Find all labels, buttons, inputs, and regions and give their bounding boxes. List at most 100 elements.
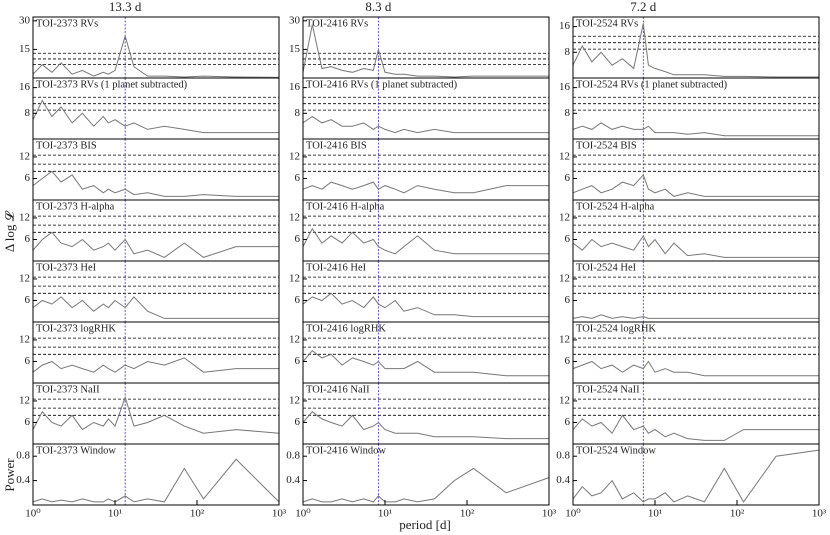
y-tick-label: 12 (559, 394, 570, 406)
y-tick-label: 0.4 (16, 474, 30, 486)
x-tick-label: 10⁰ (565, 508, 581, 520)
panel-title: TOI-2416 NaII (306, 384, 370, 395)
panel-title: TOI-2373 logRHK (36, 323, 116, 334)
panel-title: TOI-2373 RVs (1 planet subtracted) (36, 79, 188, 90)
periodogram-line (572, 449, 820, 503)
periodogram-line (302, 411, 549, 440)
periodogram-line (32, 34, 280, 78)
panel-title: TOI-2373 RVs (36, 18, 98, 29)
y-tick-label: 6 (295, 294, 301, 306)
periodogram-line (572, 122, 819, 137)
y-tick-label: 16 (559, 20, 571, 32)
y-tick-label: 12 (559, 333, 570, 345)
periodogram-line (302, 181, 549, 194)
y-tick-label: 0.4 (286, 474, 300, 486)
periodogram-line (572, 414, 819, 441)
panel-frame (572, 443, 820, 506)
y-tick-label: 6 (25, 294, 31, 306)
y-tick-label: 6 (25, 355, 31, 367)
panel-frame (32, 443, 280, 506)
y-tick-label: 12 (559, 211, 570, 223)
column-label: 8.3 d (365, 0, 392, 14)
y-tick-label: 12 (19, 211, 30, 223)
panel-title: TOI-2416 BIS (306, 140, 367, 151)
y-tick-label: 6 (25, 416, 31, 428)
panel-title: TOI-2373 HeI (36, 262, 97, 273)
x-tick-label: 10¹ (108, 508, 122, 520)
y-tick-label: 8 (565, 46, 571, 58)
y-tick-label: 6 (295, 233, 301, 245)
y-tick-label: 12 (19, 272, 30, 284)
periodogram-line (572, 360, 819, 377)
panel-title: TOI-2416 logRHK (306, 323, 386, 334)
y-tick-label: 12 (289, 150, 300, 162)
periodogram-line (302, 292, 549, 318)
panel-title: TOI-2373 Window (36, 445, 116, 456)
y-axis-label: Δ log 𝓛 (2, 210, 17, 252)
periodogram-line (32, 170, 279, 197)
y-tick-label: 12 (289, 394, 300, 406)
periodogram-line (32, 231, 279, 258)
x-tick-label: 10¹ (378, 508, 392, 520)
x-axis-label: period [d] (399, 517, 451, 532)
panel-title: TOI-2524 H-alpha (576, 201, 655, 212)
y-tick-label: 30 (19, 14, 31, 26)
y-tick-label: 12 (559, 272, 570, 284)
y-tick-label: 0.4 (556, 474, 570, 486)
periodogram-line (302, 350, 549, 377)
panel-title: TOI-2416 RVs (1 planet subtracted) (306, 79, 458, 90)
column-label: 13.3 d (109, 0, 142, 14)
y-tick-label: 30 (289, 14, 301, 26)
periodogram-line (302, 24, 549, 78)
panel-title: TOI-2524 Window (576, 445, 656, 456)
column-label: 7.2 d (630, 0, 657, 14)
panel-title: TOI-2416 Window (306, 445, 386, 456)
periodogram-line (32, 99, 279, 134)
y-tick-label: 8 (25, 107, 31, 119)
y-tick-label: 8 (565, 107, 571, 119)
x-tick-label: 10² (460, 508, 475, 520)
x-tick-label: 10³ (542, 508, 557, 520)
y-tick-label: 6 (565, 233, 571, 245)
y-tick-label: 12 (289, 272, 300, 284)
y-tick-label: 0.8 (16, 450, 30, 462)
y-tick-label: 16 (19, 81, 31, 93)
y-tick-label: 16 (289, 81, 301, 93)
periodogram-line (32, 395, 280, 434)
x-tick-label: 10¹ (648, 508, 662, 520)
panel-title: TOI-2416 RVs (306, 18, 368, 29)
periodogram-line (572, 314, 819, 319)
y-tick-label: 12 (559, 150, 570, 162)
panel-title: TOI-2524 RVs (1 planet subtracted) (576, 79, 728, 90)
x-tick-label: 10³ (812, 508, 827, 520)
panel-title: TOI-2524 HeI (576, 262, 637, 273)
y-tick-label: 6 (565, 294, 571, 306)
y-tick-label: 12 (289, 333, 300, 345)
periodogram-line (32, 357, 279, 373)
y-tick-label: 12 (19, 150, 30, 162)
y-tick-label: 0.8 (286, 450, 300, 462)
periodogram-line (572, 173, 819, 197)
panel-title: TOI-2373 NaII (36, 384, 100, 395)
periodogram-line (302, 467, 550, 503)
y-tick-label: 6 (295, 172, 301, 184)
y-tick-label: 15 (19, 43, 31, 55)
y-tick-label: 6 (565, 416, 571, 428)
y-tick-label: 12 (19, 394, 30, 406)
y-tick-label: 6 (295, 416, 301, 428)
x-tick-label: 10⁰ (295, 508, 311, 520)
y-tick-label: 0.8 (556, 450, 570, 462)
y-tick-label: 12 (289, 211, 300, 223)
x-tick-label: 10² (190, 508, 205, 520)
panel-title: TOI-2524 RVs (576, 18, 638, 29)
panel-title: TOI-2416 H-alpha (306, 201, 385, 212)
x-tick-label: 10⁰ (25, 508, 41, 520)
periodogram-line (572, 234, 819, 258)
periodogram-line (302, 115, 549, 134)
periodogram-line (302, 227, 549, 255)
y-tick-label: 6 (565, 172, 571, 184)
panel-title: TOI-2373 H-alpha (36, 201, 115, 212)
y-tick-label: 6 (295, 355, 301, 367)
y-tick-label: 15 (289, 43, 301, 55)
